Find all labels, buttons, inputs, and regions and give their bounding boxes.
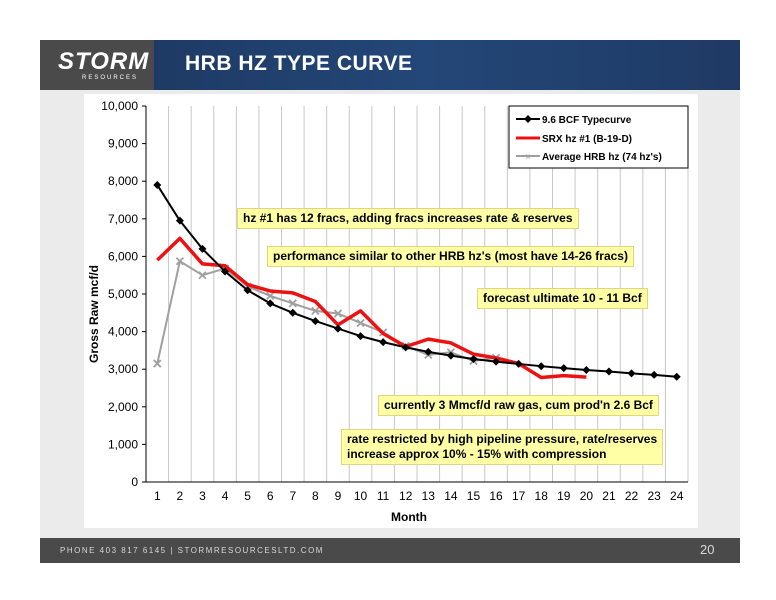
- y-tick-label: 3,000: [108, 362, 138, 376]
- point-average: [356, 318, 365, 328]
- point-typecurve: [198, 244, 207, 253]
- x-tick-label: 4: [222, 489, 229, 503]
- y-tick-label: 9,000: [108, 137, 138, 151]
- callout-forecast: forecast ultimate 10 - 11 Bcf: [477, 288, 648, 309]
- chart-legend: 9.6 BCF Typecurve SRX hz #1 (B-19-D) × A…: [508, 105, 689, 169]
- point-typecurve: [672, 372, 681, 381]
- callout-current-rate: currently 3 Mmcf/d raw gas, cum prod'n 2…: [378, 395, 659, 416]
- y-tick-label: 1,000: [108, 437, 138, 451]
- point-typecurve: [379, 338, 388, 347]
- x-tick-label: 17: [512, 489, 526, 503]
- x-tick-label: 14: [444, 489, 458, 503]
- y-tick-label: 2,000: [108, 400, 138, 414]
- page-number: 20: [700, 542, 715, 557]
- x-tick-label: 21: [602, 489, 616, 503]
- series-line-typecurve: [156, 184, 677, 378]
- point-typecurve: [582, 365, 591, 374]
- x-tick-label: 11: [377, 489, 390, 503]
- point-typecurve: [356, 332, 365, 341]
- point-average: [288, 299, 297, 308]
- point-typecurve: [311, 317, 320, 326]
- point-typecurve: [492, 357, 501, 366]
- callout-pipeline: rate restricted by high pipeline pressur…: [341, 429, 664, 465]
- x-tick-label: 3: [199, 489, 206, 503]
- point-typecurve: [446, 351, 455, 360]
- point-typecurve: [153, 180, 162, 189]
- y-tick-label: 8,000: [108, 174, 138, 188]
- point-typecurve: [604, 367, 613, 376]
- legend-typecurve-label: 9.6 BCF Typecurve: [542, 115, 632, 126]
- x-tick-label: 20: [580, 489, 594, 503]
- point-typecurve: [288, 308, 297, 317]
- point-typecurve: [401, 343, 410, 352]
- callout-performance: performance similar to other HRB hz's (m…: [267, 246, 634, 267]
- y-tick-label: 5,000: [108, 287, 138, 301]
- x-tick-label: 13: [422, 489, 436, 503]
- type-curve-chart: 0 1,000 2,000 3,000 4,000 5,000 6,000 7,000 8,00…: [87, 99, 689, 524]
- x-tick-label: 18: [535, 489, 549, 503]
- x-tick-label: 15: [467, 489, 481, 503]
- x-tick-label: 24: [670, 489, 684, 503]
- footer-bar: [40, 538, 740, 563]
- x-tick-label: 9: [335, 489, 342, 503]
- x-tick-label: 23: [647, 489, 661, 503]
- x-tick-label: 16: [489, 489, 503, 503]
- callout-pipeline-line2: increase approx 10% - 15% with compressi…: [347, 447, 607, 461]
- legend-average-marker: ×: [525, 152, 531, 163]
- storm-logo: STORM: [58, 48, 150, 75]
- logo-box: [40, 40, 154, 90]
- header-bar: [40, 40, 740, 90]
- legend-average-label: Average HRB hz (74 hz's): [542, 152, 662, 163]
- point-typecurve: [266, 299, 275, 308]
- point-typecurve: [333, 324, 342, 333]
- point-average: [175, 257, 185, 266]
- point-typecurve: [175, 216, 184, 225]
- x-tick-label: 7: [289, 489, 296, 503]
- callout-pipeline-line1: rate restricted by high pipeline pressur…: [347, 432, 658, 446]
- point-average: [266, 291, 275, 301]
- y-tick-label: 6,000: [108, 249, 138, 263]
- point-typecurve: [469, 355, 478, 364]
- footer-contact: PHONE 403 817 6145 | STORMRESOURCESLTD.C…: [60, 546, 324, 555]
- legend-typecurve-marker: [524, 115, 532, 123]
- x-tick-label: 10: [354, 489, 368, 503]
- x-tick-label: 6: [267, 489, 274, 503]
- y-axis-label: Gross Raw mcf/d: [87, 265, 101, 363]
- point-typecurve: [559, 364, 568, 373]
- x-tick-label: 1: [154, 489, 161, 503]
- x-tick-label: 8: [312, 489, 319, 503]
- point-average: [198, 271, 207, 280]
- x-tick-label: 22: [625, 489, 639, 503]
- point-average: [311, 306, 320, 316]
- callout-fracs: hz #1 has 12 fracs, adding fracs increas…: [237, 208, 579, 229]
- x-tick-label: 2: [177, 489, 184, 503]
- x-tick-label: 19: [557, 489, 571, 503]
- series-layer: [153, 180, 681, 381]
- point-typecurve: [650, 370, 659, 379]
- x-tick-label: 12: [399, 489, 413, 503]
- point-typecurve: [221, 267, 230, 276]
- x-tick-label: 5: [244, 489, 251, 503]
- point-typecurve: [424, 347, 433, 356]
- legend-srx-label: SRX hz #1 (B-19-D): [542, 134, 632, 145]
- x-axis-label: Month: [391, 510, 427, 524]
- axis-layer: 0 1,000 2,000 3,000 4,000 5,000 6,000 7,000 8,00…: [101, 99, 688, 503]
- y-tick-label: 10,000: [101, 99, 138, 113]
- page-title: HRB HZ TYPE CURVE: [185, 52, 413, 75]
- point-typecurve: [627, 369, 636, 378]
- y-tick-label: 0: [131, 475, 138, 489]
- y-tick-label: 7,000: [108, 212, 138, 226]
- point-typecurve: [514, 359, 523, 368]
- point-average: [153, 359, 162, 368]
- y-tick-label: 4,000: [108, 325, 138, 339]
- point-typecurve: [537, 362, 546, 371]
- point-typecurve: [243, 286, 252, 295]
- storm-logo-subtitle: RESOURCES: [82, 75, 139, 81]
- point-average: [333, 309, 343, 318]
